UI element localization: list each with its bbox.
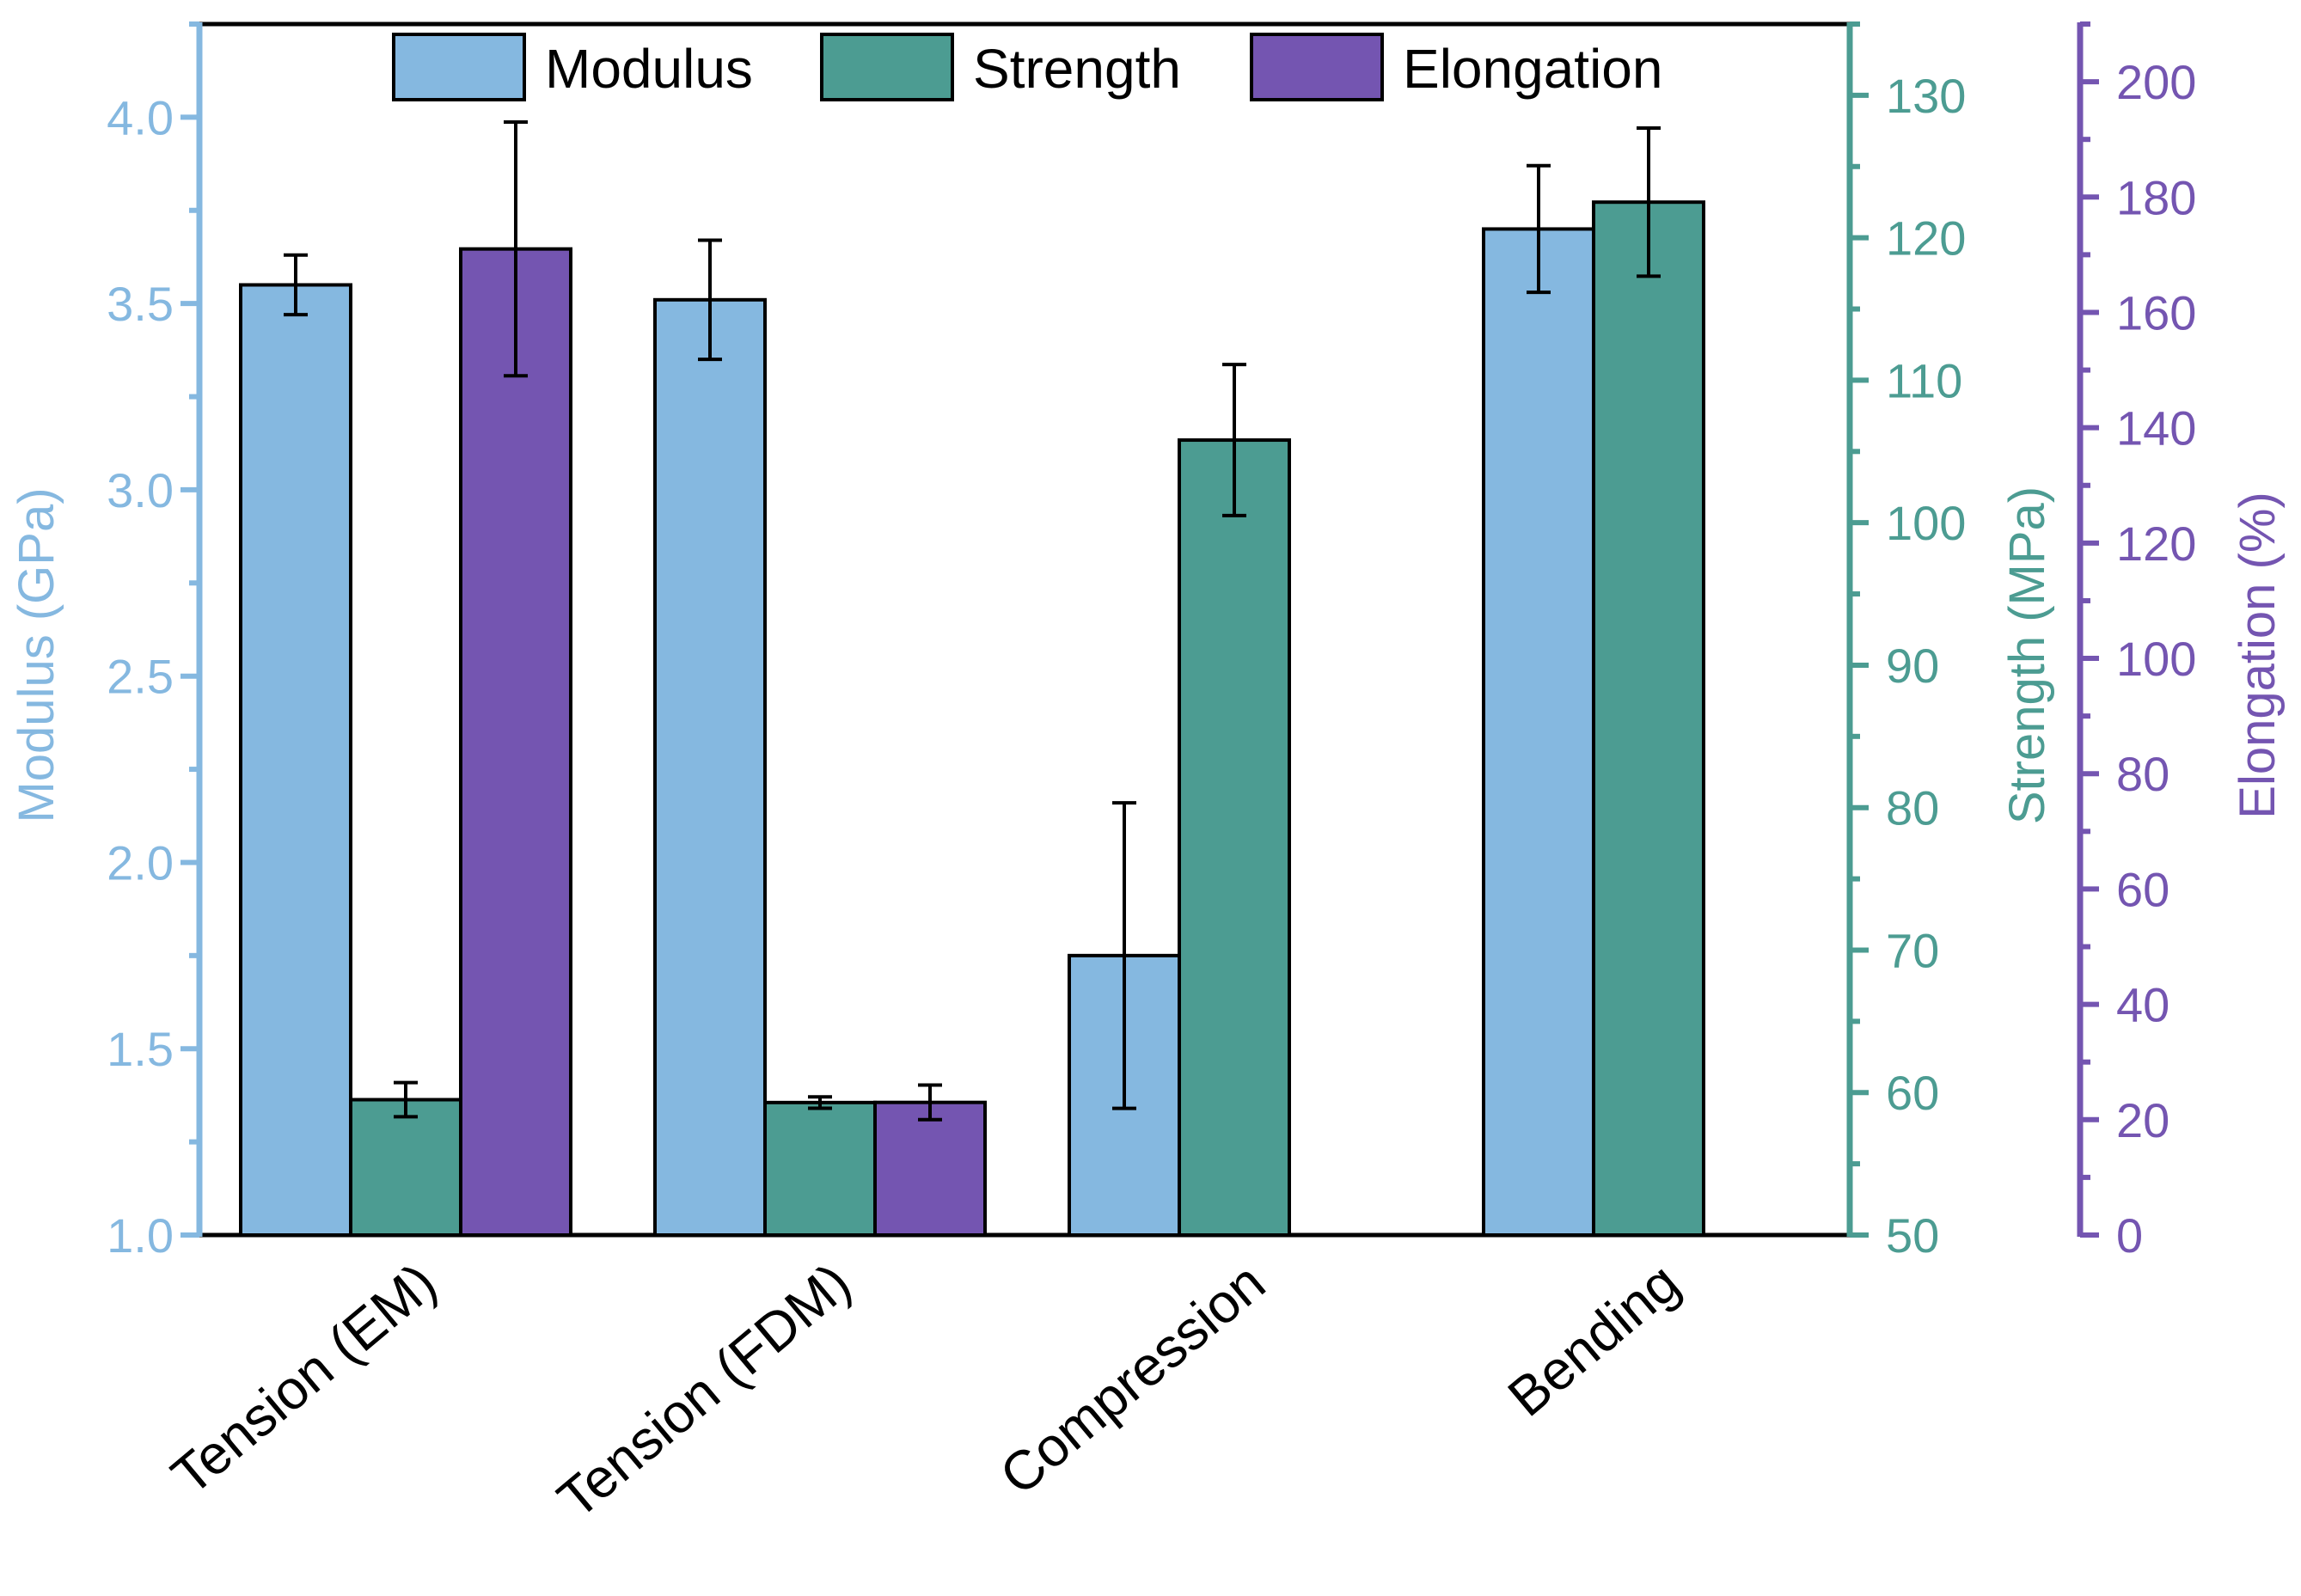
error-bar-strength-bending	[1637, 126, 1661, 278]
category-label-tension-fdm: Tension (FDM)	[546, 1251, 862, 1531]
error-bar-strength-tension-fdm	[808, 1095, 832, 1110]
elongation-axis: 0 20 40 60 80 100 120 140 160 180 200 Elongation (%…	[2077, 21, 2286, 1263]
left-tick-label: 3.0	[107, 463, 174, 517]
right2-tick-label: 0	[2116, 1208, 2143, 1263]
strength-axis: 50 60 70 80 90 100 110 120 130 Strength (MPa)	[1846, 21, 2055, 1263]
legend-label-elongation: Elongation	[1403, 38, 1662, 100]
right1-axis-title: Strength (MPa)	[1999, 486, 2055, 824]
legend-item-elongation: Elongation	[1250, 33, 1662, 101]
legend-swatch-elongation	[1250, 33, 1384, 101]
bar-modulus-tension-em	[239, 283, 352, 1237]
error-bar-strength-compression	[1222, 363, 1246, 517]
right2-tick-label: 160	[2116, 285, 2196, 339]
bar-elongation-tension-fdm	[873, 1100, 987, 1237]
right2-tick-label: 140	[2116, 401, 2196, 456]
category-labels: Tension (EM) Tension (FDM) Compression Bend…	[160, 1251, 1691, 1531]
right2-tick-label: 80	[2116, 747, 2169, 801]
right1-tick-label: 90	[1886, 639, 1939, 693]
legend-swatch-strength	[820, 33, 954, 101]
right1-tick-label: 70	[1886, 923, 1939, 977]
right2-tick-label: 100	[2116, 632, 2196, 686]
error-bar-strength-tension-em	[394, 1080, 418, 1119]
bar-modulus-tension-fdm	[653, 297, 767, 1237]
category-label-bending: Bending	[1496, 1251, 1691, 1428]
left-tick-label: 4.0	[107, 90, 174, 144]
error-bar-modulus-bending	[1527, 163, 1551, 295]
bar-strength-tension-fdm	[763, 1100, 877, 1238]
error-bar-modulus-tension-em	[284, 253, 308, 317]
left-tick-label: 1.0	[107, 1208, 174, 1263]
left-tick-label: 1.5	[107, 1022, 174, 1076]
error-bar-modulus-tension-fdm	[698, 238, 722, 362]
error-bar-elongation-tension-fdm	[918, 1083, 942, 1122]
bars-layer	[239, 200, 1705, 1238]
error-bar-modulus-compression	[1112, 801, 1136, 1110]
right1-tick-label: 50	[1886, 1208, 1939, 1263]
right1-tick-label: 60	[1886, 1066, 1939, 1120]
error-bars-layer	[284, 120, 1661, 1122]
right2-tick-label: 200	[2116, 55, 2196, 109]
error-bar-elongation-tension-em	[504, 120, 528, 378]
right2-tick-label: 40	[2116, 978, 2169, 1032]
bar-strength-compression	[1178, 438, 1291, 1237]
legend-label-modulus: Modulus	[545, 38, 753, 100]
right1-tick-label: 130	[1886, 69, 1966, 123]
bar-strength-bending	[1592, 200, 1705, 1237]
legend-label-strength: Strength	[973, 38, 1181, 100]
left-tick-label: 2.5	[107, 650, 174, 704]
bar-elongation-tension-em	[459, 247, 572, 1238]
right1-tick-label: 110	[1886, 353, 1962, 407]
right2-tick-label: 180	[2116, 170, 2196, 224]
right2-tick-label: 60	[2116, 862, 2169, 916]
category-label-compression: Compression	[988, 1251, 1276, 1507]
left-axis-title: Modulus (GPa)	[9, 487, 64, 822]
left-tick-label: 3.5	[107, 277, 174, 331]
left-tick-label: 2.0	[107, 835, 174, 890]
legend-swatch-modulus	[392, 33, 526, 101]
modulus-axis: 1.0 1.5 2.0 2.5 3.0 3.5 4.0 Modulus (GPa)	[9, 21, 203, 1263]
bar-modulus-bending	[1482, 227, 1595, 1237]
right2-tick-label: 20	[2116, 1093, 2169, 1147]
right2-tick-label: 120	[2116, 517, 2196, 571]
legend-item-strength: Strength	[820, 33, 1181, 101]
legend: Modulus Strength Elongation	[392, 33, 1662, 101]
category-label-tension-em: Tension (EM)	[160, 1251, 448, 1507]
right1-tick-label: 120	[1886, 211, 1966, 266]
bar-strength-tension-em	[349, 1098, 462, 1238]
legend-item-modulus: Modulus	[392, 33, 753, 101]
right1-tick-label: 80	[1886, 781, 1939, 835]
right2-axis-title: Elongation (%)	[2230, 492, 2286, 818]
right1-tick-label: 100	[1886, 496, 1966, 550]
